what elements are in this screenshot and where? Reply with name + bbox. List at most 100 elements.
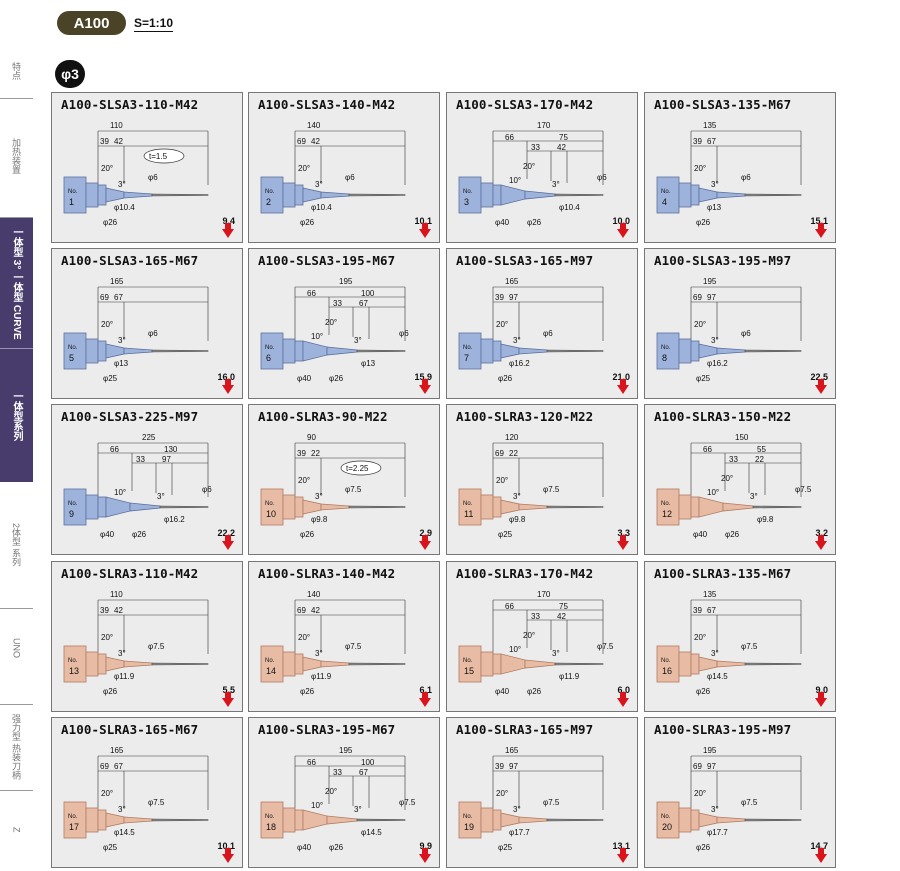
weight-value: 9.4 (222, 216, 235, 226)
dim-tip-diameter: φ7.5 (795, 485, 812, 494)
down-arrow-icon (617, 223, 629, 238)
dim-angle: 20° (101, 633, 113, 642)
product-card[interactable]: A100-SLSA3-140-M42 No. 2 140 69 42 20° 3° φ6 φ10.… (248, 92, 440, 243)
sidebar-item-power[interactable]: 强力型 热装刀柄 (0, 712, 33, 782)
item-number: 6 (266, 353, 271, 363)
holder-flange (260, 176, 284, 214)
dim-length: 66 (307, 758, 316, 767)
dim-angle: 3° (118, 336, 126, 345)
product-card[interactable]: A100-SLSA3-110-M42 No. 1 110 39 42 20° 3° φ6 φ10.… (51, 92, 243, 243)
dim-length: 69 (297, 137, 306, 146)
down-arrow-icon (222, 535, 234, 550)
dim-tip-diameter: φ6 (148, 173, 158, 182)
dim-overall-length: 140 (307, 121, 321, 130)
product-card[interactable]: A100-SLRA3-135-M67 No. 16 135 39 67 20° 3° φ7.5 φ… (644, 561, 836, 712)
item-number: 18 (266, 822, 276, 832)
product-card[interactable]: A100-SLRA3-110-M42 No. 13 110 39 42 20° 3° φ7.5 φ… (51, 561, 243, 712)
sidebar-item-one-piece-series[interactable]: 一体型系列 (0, 348, 33, 482)
holder-flange (656, 801, 680, 839)
product-card[interactable]: A100-SLSA3-225-M97 No. 9 225 66 130 33 97 10° 3° φ… (51, 404, 243, 555)
product-card[interactable]: A100-SLRA3-140-M42 No. 14 140 69 42 20° 3° φ7.5 φ… (248, 561, 440, 712)
weight-value: 9.0 (815, 685, 828, 695)
dim-shank-diameter: φ26 (696, 687, 711, 696)
dim-length: 97 (707, 762, 716, 771)
product-card[interactable]: A100-SLSA3-195-M67 No. 6 195 66 100 33 67 10° 20°… (248, 248, 440, 399)
item-no-label: No. (661, 658, 671, 664)
product-card[interactable]: A100-SLSA3-165-M67 No. 5 165 69 67 20° 3° φ6 φ13 φ… (51, 248, 243, 399)
dim-length: 42 (557, 612, 566, 621)
diameter-section-badge: φ3 (55, 60, 85, 88)
sidebar-item-label: 一体型 3° 一体型 CURVE (11, 226, 22, 340)
down-arrow-icon (222, 223, 234, 238)
product-card[interactable]: A100-SLRA3-195-M97 No. 20 195 69 97 20° 3° φ7.5 φ… (644, 717, 836, 868)
down-arrow-icon (222, 379, 234, 394)
product-card[interactable]: A100-SLRA3-150-M22 No. 12 150 66 55 33 22 10° 20°… (644, 404, 836, 555)
dim-angle: 20° (298, 164, 310, 173)
item-no-label: No. (265, 814, 275, 820)
dim-neck-diameter: φ9.8 (757, 515, 774, 524)
product-model-code: A100-SLRA3-135-M67 (654, 566, 792, 581)
product-card[interactable]: A100-SLRA3-170-M42 No. 15 170 66 75 33 42 10° 20°… (446, 561, 638, 712)
product-card[interactable]: A100-SLRA3-165-M67 No. 17 165 69 67 20° 3° φ7.5 φ… (51, 717, 243, 868)
dim-angle: 20° (694, 633, 706, 642)
dim-overall-length: 90 (307, 433, 316, 442)
dim-length: 42 (311, 606, 320, 615)
sidebar-item-z[interactable]: Z (0, 820, 33, 840)
product-card[interactable]: A100-SLRA3-90-M22 No. 10 90 39 22 20° 3° φ7.5 φ9.… (248, 404, 440, 555)
dim-length: 67 (114, 293, 123, 302)
product-model-code: A100-SLRA3-195-M97 (654, 722, 792, 737)
dim-length: 97 (707, 293, 716, 302)
dim-angle: 10° (707, 488, 719, 497)
dim-length: 67 (359, 768, 368, 777)
product-card[interactable]: A100-SLRA3-120-M22 No. 11 120 69 22 20° 3° φ7.5 φ… (446, 404, 638, 555)
product-card[interactable]: A100-SLSA3-195-M97 No. 8 195 69 97 20° 3° φ6 φ16.… (644, 248, 836, 399)
dim-angle: 20° (298, 476, 310, 485)
sidebar-item-heating[interactable]: 加热装置 (0, 126, 33, 186)
dim-angle: 20° (694, 164, 706, 173)
sidebar-item-features[interactable]: 特点 (0, 48, 33, 94)
product-card[interactable]: A100-SLRA3-165-M97 No. 19 165 39 97 20° 3° φ7.5 φ… (446, 717, 638, 868)
dim-tip-diameter: φ7.5 (345, 642, 362, 651)
dim-length: 66 (505, 133, 514, 142)
dim-tip-diameter: φ7.5 (543, 485, 560, 494)
sidebar-item-curve[interactable]: 一体型 3° 一体型 CURVE (0, 218, 33, 348)
holder-flange (656, 176, 680, 214)
dim-neck-diameter: φ10.4 (311, 203, 332, 212)
dim-overall-length: 110 (110, 121, 123, 130)
tool-drawing: No. 3 170 66 75 33 42 10°20° 3° φ6 φ10.4 φ40 φ26 (458, 121, 607, 227)
sidebar-item-label: Z (11, 827, 22, 833)
product-model-code: A100-SLSA3-135-M67 (654, 97, 792, 112)
weight-value: 21.0 (612, 372, 630, 382)
item-no-label: No. (463, 814, 473, 820)
sidebar-item-two-piece[interactable]: 2体型 系列 (0, 510, 33, 580)
down-arrow-icon (222, 848, 234, 863)
dim-angle: 20° (101, 789, 113, 798)
product-card[interactable]: A100-SLSA3-170-M42 No. 3 170 66 75 33 42 10° 20° 3… (446, 92, 638, 243)
dim-tip-diameter: φ7.5 (148, 798, 165, 807)
product-model-code: A100-SLSA3-165-M97 (456, 253, 594, 268)
product-model-code: A100-SLSA3-165-M67 (61, 253, 199, 268)
sidebar-item-label: UNO (11, 638, 22, 658)
dim-angle: 20° (496, 320, 508, 329)
dim-tip-diameter: φ7.5 (543, 798, 560, 807)
dim-length: 97 (162, 455, 171, 464)
holder-flange (458, 488, 482, 526)
dim-angle: 3° (354, 805, 362, 814)
product-card[interactable]: A100-SLSA3-165-M97 No. 7 165 39 97 20° 3° φ6 φ16.… (446, 248, 638, 399)
sidebar-divider (0, 704, 33, 705)
weight-value: 22.2 (217, 528, 235, 538)
product-card[interactable]: A100-SLSA3-135-M67 No. 4 135 39 67 20° 3° φ6 φ13 φ… (644, 92, 836, 243)
dim-shank-diameter: φ26 (300, 530, 315, 539)
dim-neck-diameter: φ16.2 (707, 359, 728, 368)
dim-length: 39 (693, 137, 702, 146)
sidebar-item-uno[interactable]: UNO (0, 628, 33, 668)
dim-tip-diameter: φ6 (399, 329, 409, 338)
dim-shank-diameter: φ26 (696, 843, 711, 852)
product-card[interactable]: A100-SLRA3-195-M67 No. 18 195 66 100 33 67 10° 20… (248, 717, 440, 868)
dim-length: 97 (509, 762, 518, 771)
dim-angle: 20° (325, 787, 337, 796)
dim-shank-diameter: φ26 (103, 687, 118, 696)
weight-value: 9.9 (419, 841, 432, 851)
